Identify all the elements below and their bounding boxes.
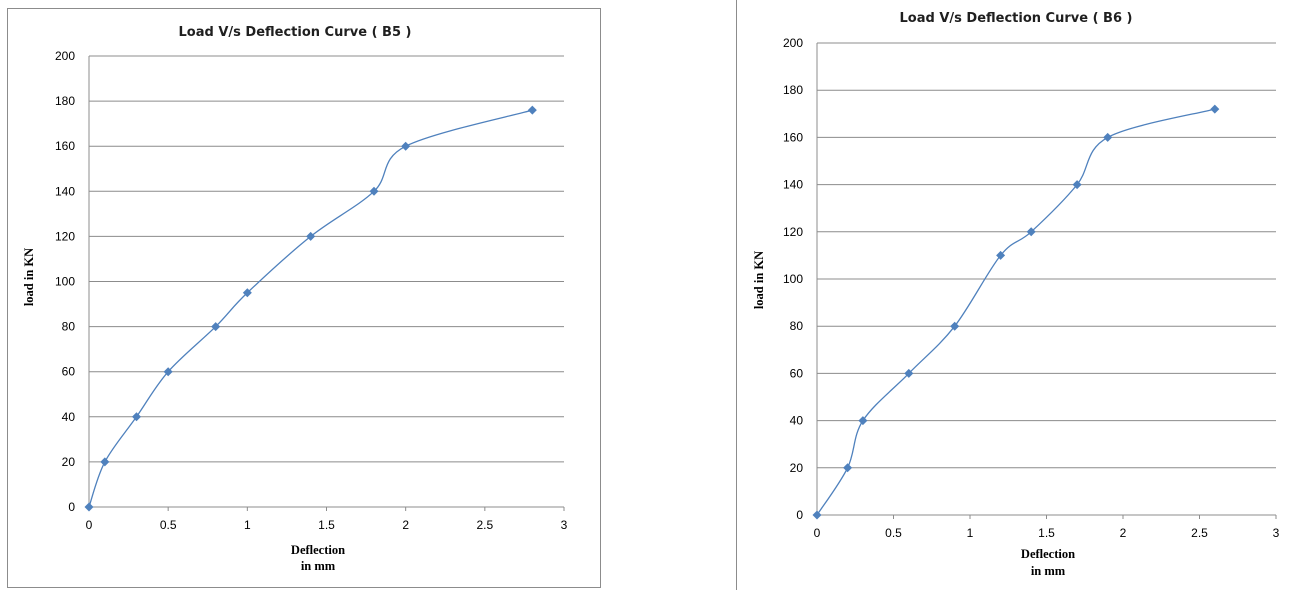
x-tick-label: 3 [561,518,568,532]
x-axis-label-line1: Deflection [291,543,345,557]
data-point [369,186,379,196]
y-tick-label: 200 [783,36,803,50]
x-tick-label: 0 [86,518,93,532]
x-tick-label: 0.5 [885,526,902,540]
data-point [100,457,110,467]
data-point [163,367,173,377]
data-point [132,412,141,422]
x-tick-label: 1.5 [1038,526,1055,540]
data-point [996,250,1006,260]
y-tick-label: 180 [783,83,803,97]
x-tick-label: 1 [244,518,251,532]
x-axis-label-line2: in mm [301,559,336,573]
data-point [843,463,853,473]
y-axis-label: load in KN [22,248,36,306]
data-point [1026,227,1036,237]
y-tick-label: 140 [783,178,803,192]
y-tick-label: 20 [790,461,804,475]
data-point [84,502,94,512]
data-point [950,321,960,331]
data-point [211,322,221,332]
chart-b5-svg: Load V/s Deflection Curve ( B5 ) 0204060… [22,25,568,573]
y-tick-label: 180 [55,94,75,108]
x-tick-label: 2.5 [1191,526,1208,540]
data-point [527,105,537,115]
data-point [306,231,316,241]
y-tick-label: 140 [55,184,75,198]
y-tick-label: 160 [783,130,803,144]
x-tick-label: 2.5 [476,518,493,532]
chart-panel-b5: Load V/s Deflection Curve ( B5 ) 0 20 40 60… [7,8,601,588]
data-point [904,368,914,378]
y-tick-label: 40 [790,414,804,428]
data-point [1210,104,1220,114]
data-point [1103,132,1113,142]
y-tick-label: 0 [68,500,75,514]
y-tick-label: 200 [55,49,75,63]
x-tick-label: 0.5 [160,518,177,532]
y-tick-label: 100 [55,275,75,289]
data-point [858,416,868,426]
y-tick-label: 20 [62,455,76,469]
y-tick-label: 100 [783,272,803,286]
chart-panel-b6: Load V/s Deflection Curve ( B6 ) 0 20 40 60… [736,0,1293,590]
chart-b6-svg: Load V/s Deflection Curve ( B6 ) 0204060… [752,11,1280,578]
y-tick-label: 60 [62,365,76,379]
y-tick-label: 160 [55,139,75,153]
x-tick-label: 0 [814,526,821,540]
data-point [242,288,252,298]
x-tick-label: 1.5 [318,518,335,532]
data-point [812,510,822,520]
y-tick-label: 40 [62,410,76,424]
chart-title: Load V/s Deflection Curve ( B5 ) [179,25,412,40]
data-point [401,141,411,151]
y-tick-label: 120 [783,225,803,239]
series-line [88,109,533,508]
y-tick-label: 80 [62,320,76,334]
x-tick-label: 1 [967,526,974,540]
x-tick-label: 2 [402,518,409,532]
y-tick-label: 0 [796,508,803,522]
y-tick-label: 80 [790,319,804,333]
x-axis-label-line1: Deflection [1021,547,1075,561]
x-axis-label-line2: in mm [1031,564,1066,578]
y-axis-label: load in KN [752,251,766,309]
y-tick-label: 60 [790,366,804,380]
y-tick-label: 120 [55,229,75,243]
x-tick-label: 2 [1120,526,1127,540]
data-point [1072,180,1082,190]
x-tick-label: 3 [1273,526,1280,540]
series-line [816,108,1215,516]
chart-title: Load V/s Deflection Curve ( B6 ) [900,11,1133,26]
